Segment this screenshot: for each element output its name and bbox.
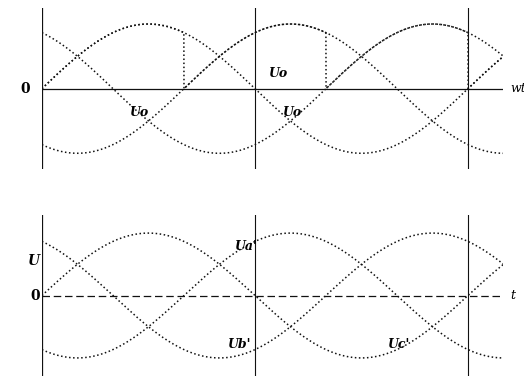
Text: Uo: Uo bbox=[130, 106, 149, 119]
Text: 0: 0 bbox=[21, 82, 30, 96]
Text: Ub': Ub' bbox=[228, 338, 252, 351]
Text: Uc': Uc' bbox=[388, 338, 410, 351]
Text: U: U bbox=[28, 254, 40, 268]
Text: 0: 0 bbox=[30, 289, 40, 303]
Text: Ua': Ua' bbox=[235, 240, 258, 253]
Text: Uo: Uo bbox=[269, 67, 288, 80]
Text: t: t bbox=[510, 289, 515, 302]
Text: wt: wt bbox=[510, 82, 524, 95]
Text: Uo: Uo bbox=[282, 106, 302, 119]
